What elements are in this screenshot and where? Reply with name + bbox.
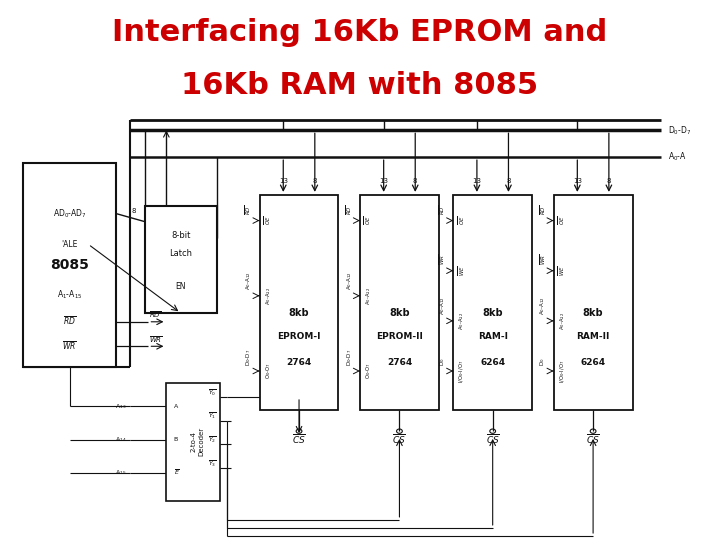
Text: Interfacing 16Kb EPROM and: Interfacing 16Kb EPROM and	[112, 17, 608, 46]
Text: A$_0$-A$_{12}$: A$_0$-A$_{12}$	[345, 272, 354, 291]
Text: $\overline{RD}$: $\overline{RD}$	[438, 205, 447, 215]
Text: $\overline{WE}$: $\overline{WE}$	[557, 266, 567, 276]
Text: $\overline{OE}$: $\overline{OE}$	[264, 216, 273, 225]
Text: D$_0$: D$_0$	[438, 357, 447, 366]
Text: D$_0$-D$_7$: D$_0$-D$_7$	[345, 348, 354, 366]
Text: 2-to-4: 2-to-4	[190, 431, 197, 453]
Text: Decoder: Decoder	[199, 427, 205, 456]
Text: 13: 13	[472, 178, 482, 184]
Text: I/O$_0$-I/O$_7$: I/O$_0$-I/O$_7$	[558, 359, 567, 383]
Bar	[145, 206, 217, 313]
Text: D$_0$: D$_0$	[539, 357, 547, 366]
Bar	[23, 163, 116, 367]
Text: $\overline{RD}$: $\overline{RD}$	[345, 205, 354, 215]
Text: A$_0$-A$_{12}$: A$_0$-A$_{12}$	[264, 287, 273, 305]
Text: 13: 13	[279, 178, 288, 184]
Text: 8: 8	[607, 178, 611, 184]
Text: A$_0$-A$_{12}$: A$_0$-A$_{12}$	[539, 297, 547, 315]
Text: 8kb: 8kb	[289, 308, 310, 318]
Text: 13: 13	[379, 178, 388, 184]
Text: $\overline{RD}$: $\overline{RD}$	[150, 310, 162, 320]
Bar	[260, 195, 338, 410]
Text: $\overline{OE}$: $\overline{OE}$	[364, 216, 373, 225]
Text: 8: 8	[413, 178, 418, 184]
Text: $\overline{WR}$: $\overline{WR}$	[438, 254, 447, 265]
Text: 8085: 8085	[50, 258, 89, 272]
Text: EPROM-I: EPROM-I	[277, 332, 321, 341]
Text: 8-bit: 8-bit	[171, 231, 190, 240]
Text: 'ALE: 'ALE	[61, 240, 78, 249]
Text: A$_0$-A$_{12}$: A$_0$-A$_{12}$	[457, 312, 467, 330]
Text: 8: 8	[312, 178, 317, 184]
Text: $\overline{WE}$: $\overline{WE}$	[457, 266, 467, 276]
Text: I/O$_0$-I/O$_7$: I/O$_0$-I/O$_7$	[457, 359, 467, 383]
Text: EN: EN	[176, 282, 186, 291]
Bar	[166, 383, 220, 501]
Text: $\overline{Y_2}$: $\overline{Y_2}$	[208, 435, 217, 445]
Bar	[360, 195, 439, 410]
Bar	[453, 195, 532, 410]
Text: O$_0$-O$_7$: O$_0$-O$_7$	[264, 362, 273, 380]
Text: 13: 13	[573, 178, 582, 184]
Text: A$_1$-A$_{15}$: A$_1$-A$_{15}$	[57, 289, 82, 301]
Text: $\overline{CS}$: $\overline{CS}$	[586, 433, 600, 446]
Text: 16Kb RAM with 8085: 16Kb RAM with 8085	[181, 71, 539, 100]
Text: $\overline{CS}$: $\overline{CS}$	[392, 433, 407, 446]
Text: A$_0$-A: A$_0$-A	[668, 151, 688, 164]
Text: A$_{13}$: A$_{13}$	[115, 402, 127, 411]
Text: 8: 8	[506, 178, 510, 184]
Text: $\overline{RD}$: $\overline{RD}$	[63, 316, 76, 328]
Text: D$_0$-D$_7$: D$_0$-D$_7$	[244, 348, 253, 366]
Text: 2764: 2764	[387, 358, 412, 367]
Text: A$_0$-A$_{12}$: A$_0$-A$_{12}$	[364, 287, 373, 305]
Text: $\overline{WR}$: $\overline{WR}$	[62, 340, 77, 352]
Text: 8kb: 8kb	[389, 308, 410, 318]
Text: $\overline{WR}$: $\overline{WR}$	[149, 335, 163, 345]
Text: $\overline{CS}$: $\overline{CS}$	[292, 433, 306, 446]
Text: O$_0$-O$_7$: O$_0$-O$_7$	[364, 362, 373, 380]
Text: A$_0$-A$_{12}$: A$_0$-A$_{12}$	[244, 272, 253, 291]
Text: 8kb: 8kb	[582, 308, 603, 318]
Text: A$_{14}$: A$_{14}$	[115, 435, 127, 444]
Text: $\overline{Y_1}$: $\overline{Y_1}$	[208, 411, 217, 421]
Text: A: A	[174, 404, 178, 409]
Text: B: B	[174, 437, 178, 442]
Bar	[554, 195, 633, 410]
Text: A$_0$-A$_{12}$: A$_0$-A$_{12}$	[558, 312, 567, 330]
Text: A$_0$-A$_{12}$: A$_0$-A$_{12}$	[438, 297, 447, 315]
Text: 8: 8	[132, 208, 136, 214]
Text: D$_0$-D$_7$: D$_0$-D$_7$	[668, 124, 692, 137]
Text: EPROM-II: EPROM-II	[376, 332, 423, 341]
Text: RAM-II: RAM-II	[577, 332, 610, 341]
Text: $\overline{RD}$: $\overline{RD}$	[539, 205, 547, 215]
Text: 2764: 2764	[287, 358, 312, 367]
Text: $\overline{OE}$: $\overline{OE}$	[557, 216, 567, 225]
Text: 6264: 6264	[480, 358, 505, 367]
Text: $\overline{OE}$: $\overline{OE}$	[457, 216, 467, 225]
Text: AD$_0$-AD$_7$: AD$_0$-AD$_7$	[53, 207, 86, 220]
Text: Latch: Latch	[169, 249, 192, 258]
Text: $\overline{E}$: $\overline{E}$	[174, 468, 179, 477]
Text: $\overline{Y_0}$: $\overline{Y_0}$	[208, 388, 217, 398]
Text: 8kb: 8kb	[482, 308, 503, 318]
Text: $\overline{CS}$: $\overline{CS}$	[486, 433, 500, 446]
Text: 6264: 6264	[580, 358, 606, 367]
Text: $\overline{RD}$: $\overline{RD}$	[244, 205, 253, 215]
Text: $\overline{WR}$: $\overline{WR}$	[539, 254, 547, 265]
Text: RAM-I: RAM-I	[477, 332, 508, 341]
Text: $\overline{Y_3}$: $\overline{Y_3}$	[208, 458, 217, 469]
Text: A$_{15}$: A$_{15}$	[115, 468, 127, 477]
